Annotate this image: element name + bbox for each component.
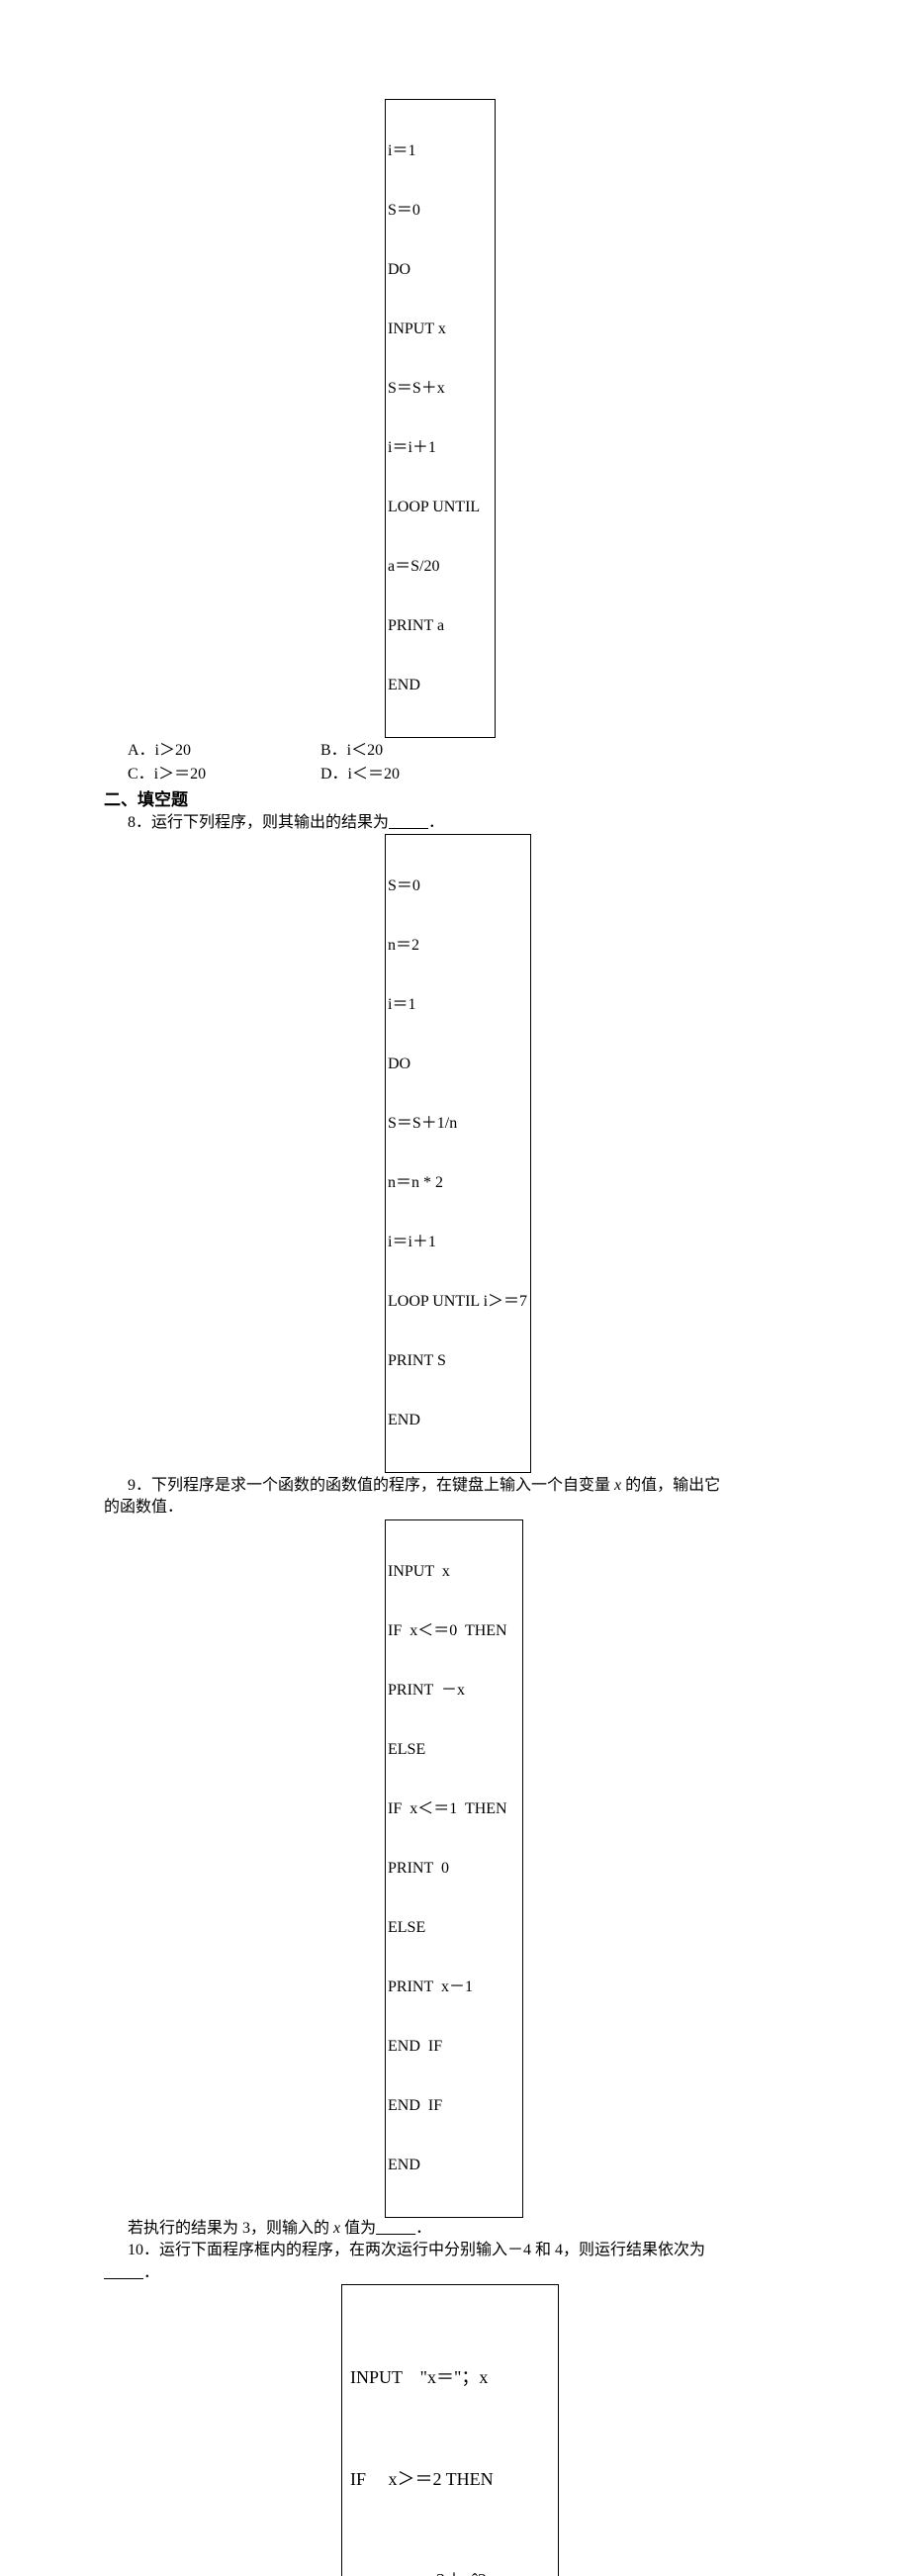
- prog3-line: PRINT 0: [388, 1859, 520, 1879]
- q9-line2: 的函数值．: [104, 1497, 806, 1518]
- q8-text: 8．运行下列程序，则其输出的结果为: [128, 814, 389, 831]
- prog2-line: END: [388, 1411, 528, 1430]
- prog1-line: S＝S＋x: [388, 379, 493, 399]
- prog1-line: PRINT a: [388, 616, 493, 636]
- prog1-line: i＝1: [388, 141, 493, 161]
- prog3-line: ELSE: [388, 1918, 520, 1938]
- prog3-line: END IF: [388, 2096, 520, 2116]
- q9-line1-before: 9．下列程序是求一个函数的函数值的程序，在键盘上输入一个自变量: [128, 1477, 614, 1494]
- prog4-line: y＝3＋xˆ2: [350, 2563, 550, 2576]
- prog2-line: S＝0: [388, 876, 528, 896]
- q9-line1: 9．下列程序是求一个函数的函数值的程序，在键盘上输入一个自变量 x 的值，输出它: [104, 1475, 806, 1497]
- prog2-line: i＝1: [388, 995, 528, 1015]
- prog3-line: PRINT －x: [388, 1681, 520, 1701]
- q10-period: ．: [143, 2264, 159, 2281]
- program-1-box: i＝1 S＝0 DO INPUT x S＝S＋x i＝i＋1 LOOP UNTI…: [385, 99, 496, 738]
- prog1-line: i＝i＋1: [388, 438, 493, 458]
- q8-period: ．: [428, 814, 444, 831]
- prog4-line: IF x＞＝2 THEN: [350, 2462, 550, 2496]
- option-d: D．i＜＝20: [320, 764, 400, 785]
- q9-tail-period: ．: [415, 2220, 431, 2237]
- prog2-line: i＝i＋1: [388, 1233, 528, 1252]
- prog2-line: n＝2: [388, 936, 528, 956]
- prog1-line: S＝0: [388, 201, 493, 221]
- q10-line2: ．: [104, 2262, 806, 2284]
- q10-line1: 10．运行下面程序框内的程序，在两次运行中分别输入－4 和 4，则运行结果依次为: [104, 2240, 806, 2261]
- prog2-line: n＝n * 2: [388, 1173, 528, 1193]
- q9-tail-before: 若执行的结果为 3，则输入的: [128, 2220, 333, 2237]
- q9-tail: 若执行的结果为 3，则输入的 x 值为 ．: [104, 2218, 806, 2240]
- program-4-box: INPUT "x＝"；x IF x＞＝2 THEN y＝3＋xˆ2 ELSE I…: [341, 2284, 559, 2576]
- q9-line1-after: 的值，输出它: [621, 1477, 720, 1494]
- q10-blank: [104, 2264, 143, 2281]
- prog4-line: INPUT "x＝"；x: [350, 2360, 550, 2394]
- prog3-line: IF x＜＝1 THEN: [388, 1799, 520, 1819]
- prog3-line: END IF: [388, 2037, 520, 2057]
- prog3-line: END: [388, 2156, 520, 2175]
- program-2-box: S＝0 n＝2 i＝1 DO S＝S＋1/n n＝n * 2 i＝i＋1 LOO…: [385, 834, 531, 1473]
- prog1-line: LOOP UNTIL: [388, 498, 493, 517]
- option-b: B．i＜20: [320, 740, 383, 762]
- prog2-line: S＝S＋1/n: [388, 1114, 528, 1134]
- q8-prompt: 8．运行下列程序，则其输出的结果为 ．: [104, 812, 806, 834]
- q7-options-row-2: C．i＞＝20 D．i＜＝20: [104, 764, 806, 785]
- q9-tail-mid: 值为: [340, 2220, 376, 2237]
- section-2-header: 二、填空题: [104, 788, 806, 812]
- option-a: A．i＞20: [128, 740, 320, 762]
- q7-options-row-1: A．i＞20 B．i＜20: [104, 740, 806, 762]
- prog1-line: DO: [388, 260, 493, 280]
- prog2-line: DO: [388, 1055, 528, 1074]
- prog3-line: PRINT x－1: [388, 1978, 520, 1997]
- prog2-line: PRINT S: [388, 1351, 528, 1371]
- q9-tail-var: x: [333, 2220, 340, 2237]
- prog3-line: IF x＜＝0 THEN: [388, 1621, 520, 1641]
- prog1-line: a＝S/20: [388, 557, 493, 577]
- prog1-line: END: [388, 676, 493, 695]
- option-c: C．i＞＝20: [128, 764, 320, 785]
- prog3-line: ELSE: [388, 1740, 520, 1760]
- q9-tail-blank: [376, 2220, 415, 2237]
- prog3-line: INPUT x: [388, 1562, 520, 1582]
- prog1-line: INPUT x: [388, 320, 493, 339]
- q9-var-x: x: [614, 1477, 621, 1494]
- prog2-line: LOOP UNTIL i＞＝7: [388, 1292, 528, 1312]
- q8-blank: [389, 814, 428, 831]
- program-3-box: INPUT x IF x＜＝0 THEN PRINT －x ELSE IF x＜…: [385, 1519, 523, 2218]
